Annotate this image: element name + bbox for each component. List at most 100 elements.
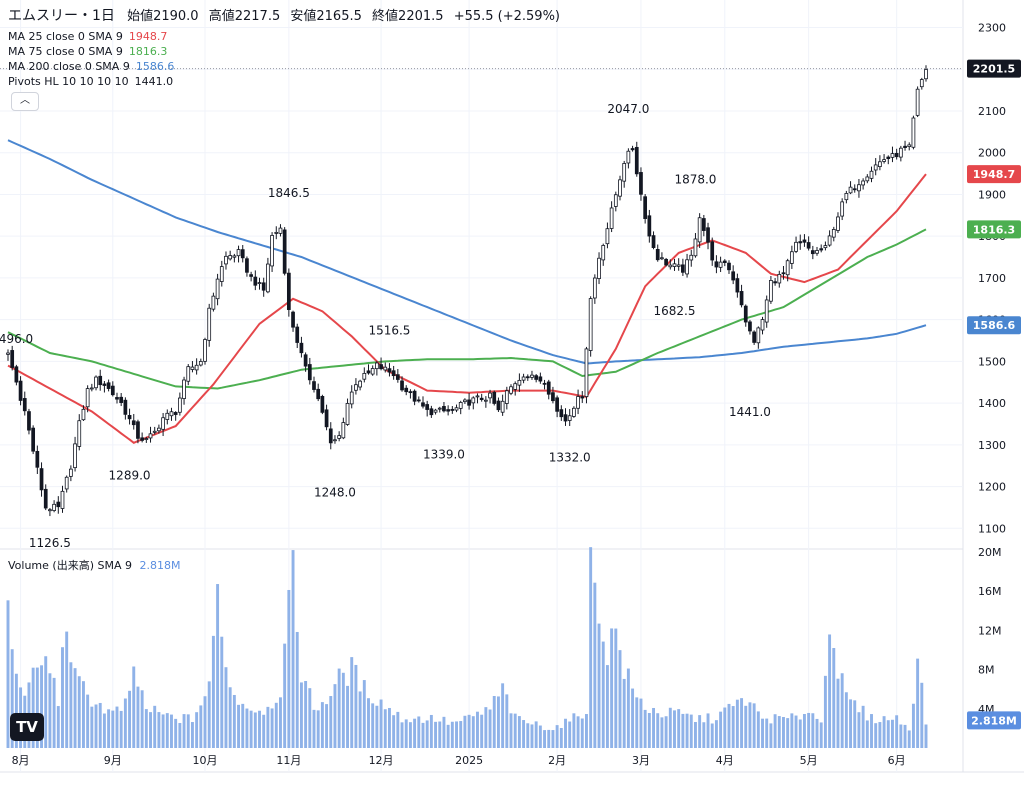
candle-body <box>69 468 73 477</box>
candle-body <box>232 255 237 258</box>
candle-body <box>337 435 342 439</box>
candle-body <box>769 280 773 302</box>
candle-body <box>303 354 308 367</box>
volume-bar <box>538 725 542 748</box>
volume-bar <box>777 716 781 748</box>
volume-bar <box>693 721 697 748</box>
candle-body <box>538 376 543 382</box>
candle-body <box>85 388 90 408</box>
candle-body <box>618 179 622 197</box>
candle-body <box>563 414 568 422</box>
candle-body <box>60 490 65 509</box>
candle-body <box>102 383 107 386</box>
legend-ma75[interactable]: MA 75 close 0 SMA 9 1816.3 <box>8 45 167 59</box>
volume-bar <box>392 715 396 748</box>
time-tick-label: 11月 <box>276 754 301 767</box>
candle-body <box>56 501 61 508</box>
volume-bar <box>786 718 790 748</box>
volume-bar <box>128 690 132 748</box>
volume-bar <box>790 713 794 748</box>
legend-ma25[interactable]: MA 25 close 0 SMA 9 1948.7 <box>8 30 167 44</box>
volume-bar <box>429 714 433 748</box>
volume-tick-label: 16M <box>978 585 1002 598</box>
tradingview-logo[interactable]: TV <box>10 713 44 741</box>
volume-bar <box>417 716 421 748</box>
moving-averages <box>0 68 963 444</box>
volume-bar <box>408 722 412 748</box>
volume-bar <box>442 716 446 748</box>
candle-body <box>844 193 849 201</box>
candle-body <box>919 79 924 88</box>
collapse-legend-button[interactable]: ︿ <box>11 92 39 111</box>
candle-body <box>475 395 480 398</box>
volume-bar <box>480 714 484 748</box>
candle-body <box>634 146 639 175</box>
candle-body <box>312 381 316 390</box>
volume-bar <box>266 706 270 748</box>
price-tag <box>967 316 1021 335</box>
volume-bar <box>98 702 102 748</box>
volume-bar <box>744 705 748 748</box>
volume-bar <box>689 714 693 748</box>
volume-bar <box>782 717 785 748</box>
volume-bar <box>102 713 106 748</box>
candle-body <box>689 254 694 261</box>
ma75-value: 1816.3 <box>128 45 168 58</box>
candle-body <box>245 258 249 273</box>
candle-body <box>81 408 86 421</box>
volume-bar <box>907 730 911 748</box>
volume-bar <box>157 712 161 748</box>
candle-body <box>810 250 815 255</box>
candle-body <box>718 261 723 268</box>
volume-bar <box>853 700 857 748</box>
candle-body <box>815 250 819 254</box>
price-tag <box>967 59 1021 78</box>
candle-body <box>551 392 555 402</box>
candle-body <box>823 245 828 249</box>
symbol-title[interactable]: エムスリー・1日 <box>8 8 115 24</box>
candle-body <box>421 402 425 407</box>
candle-body <box>224 255 228 265</box>
candle-body <box>27 411 31 431</box>
candle-body <box>266 263 270 293</box>
candle-body <box>123 399 128 415</box>
candle-body <box>819 248 824 251</box>
candle-body <box>387 368 392 373</box>
volume-bar <box>610 628 614 748</box>
candle-body <box>198 361 203 366</box>
time-tick-label: 6月 <box>888 754 906 767</box>
ma200-line <box>7 139 927 365</box>
candle-body <box>391 370 396 377</box>
candle-body <box>395 374 400 380</box>
candle-body <box>760 319 765 331</box>
volume-bar <box>698 715 702 748</box>
candle-body <box>383 366 388 371</box>
candle-body <box>840 201 845 217</box>
candle-body <box>894 152 899 158</box>
volume-bar <box>849 699 853 748</box>
candle-body <box>115 397 119 400</box>
legend-pivots[interactable]: Pivots HL 10 10 10 10 1441.0 <box>8 75 173 89</box>
volume-bar <box>178 722 182 748</box>
candle-body <box>693 238 698 257</box>
candle-body <box>806 242 811 249</box>
volume-bar <box>794 715 798 748</box>
candle-body <box>676 264 681 267</box>
volume-legend[interactable]: Volume (出来高) SMA 9 2.818M <box>8 557 180 573</box>
candle-body <box>773 281 777 284</box>
candle-body <box>261 282 266 291</box>
candle-body <box>848 186 853 194</box>
candle-body <box>903 145 907 148</box>
volume-bar <box>723 707 727 748</box>
volume-bar <box>144 709 148 748</box>
candle-body <box>178 397 182 413</box>
candle-body <box>437 407 442 410</box>
volume-bar <box>90 706 94 748</box>
pivot-label: 1332.0 <box>549 450 591 464</box>
candle-body <box>144 438 149 440</box>
volume-bar <box>237 704 241 748</box>
legend-ma200[interactable]: MA 200 close 0 SMA 9 1586.6 <box>8 60 174 74</box>
volume-bar <box>119 710 123 748</box>
